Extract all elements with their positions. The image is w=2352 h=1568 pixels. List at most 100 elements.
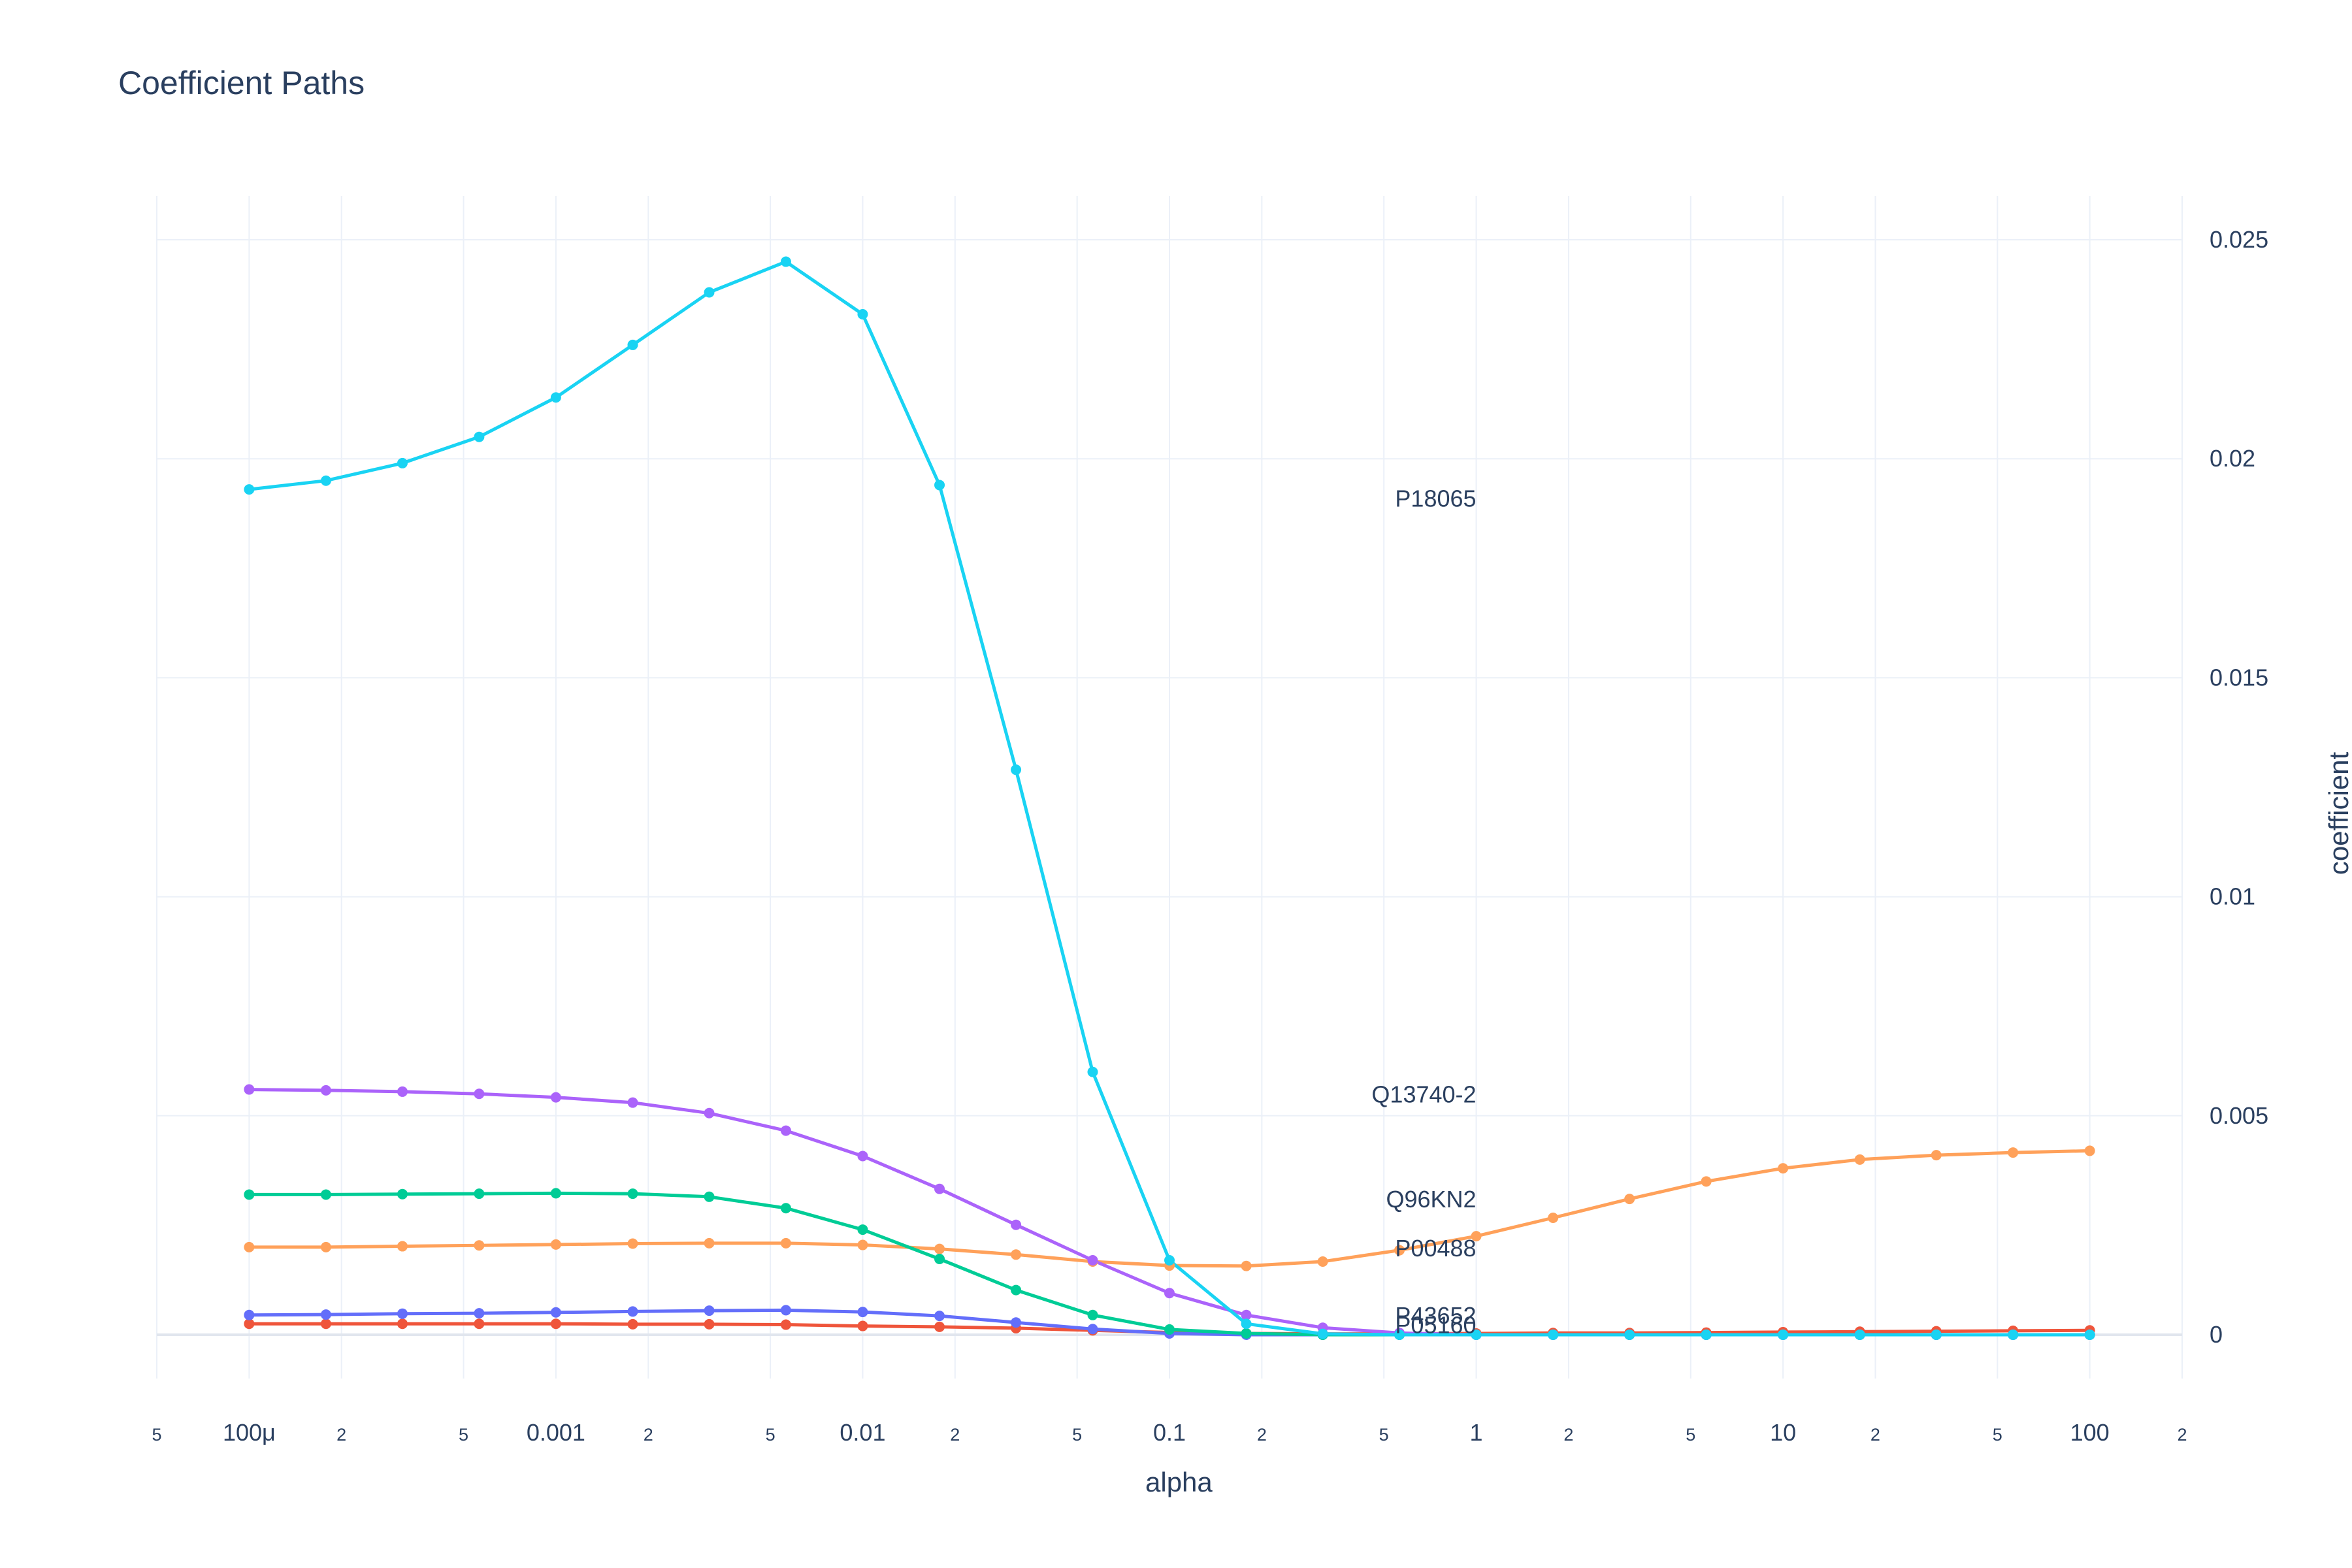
x-tick-label: 2 (1257, 1425, 1267, 1445)
annotation-label: P05160 (1395, 1312, 1476, 1339)
data-point-P43652 (320, 1309, 331, 1320)
data-point-P18065 (244, 484, 255, 495)
data-point-P00488 (1854, 1154, 1865, 1165)
x-tick-label: 2 (950, 1425, 960, 1445)
data-point-P00488 (1701, 1176, 1712, 1187)
y-axis-title: coefficient (2323, 751, 2352, 875)
data-point-P18065 (397, 457, 408, 468)
data-point-Q96KN2 (704, 1191, 715, 1202)
x-tick-label: 100 (2070, 1419, 2110, 1446)
data-point-Q13740-2 (934, 1183, 945, 1194)
x-tick-label: 2 (644, 1425, 653, 1445)
x-tick-label: 2 (336, 1425, 346, 1445)
data-point-Q13740-2 (244, 1084, 255, 1095)
data-point-P43652 (1087, 1324, 1098, 1335)
data-point-P18065 (1317, 1328, 1328, 1339)
data-point-P43652 (780, 1305, 791, 1316)
data-point-P43652 (397, 1308, 408, 1319)
data-point-Q96KN2 (244, 1189, 255, 1200)
annotation-label: P43652 (1395, 1302, 1476, 1329)
data-point-P18065 (1931, 1329, 1942, 1340)
data-point-P05160 (627, 1318, 638, 1330)
data-point-P00488 (1011, 1249, 1022, 1260)
data-point-P43652 (934, 1311, 945, 1322)
data-point-P18065 (474, 431, 485, 442)
annotation-label: P18065 (1395, 485, 1476, 512)
data-point-P18065 (1394, 1329, 1405, 1340)
data-point-Q96KN2 (474, 1188, 485, 1200)
x-tick-label: 0.01 (840, 1419, 885, 1446)
data-point-Q96KN2 (397, 1188, 408, 1200)
y-tick-label: 0 (2210, 1321, 2223, 1348)
data-point-P18065 (1471, 1329, 1482, 1340)
data-point-P05160 (397, 1318, 408, 1330)
data-point-P00488 (320, 1241, 331, 1252)
data-point-P05160 (320, 1318, 331, 1330)
data-point-P00488 (1931, 1150, 1942, 1161)
data-point-Q13740-2 (780, 1125, 791, 1136)
data-point-Q13740-2 (1011, 1219, 1022, 1230)
x-tick-label: 5 (1072, 1425, 1082, 1445)
data-point-P00488 (244, 1241, 255, 1252)
y-tick-label: 0.01 (2210, 883, 2255, 910)
x-tick-label: 0.1 (1153, 1419, 1186, 1446)
data-point-P00488 (2084, 1145, 2095, 1156)
x-tick-labels: 5 100μ 2 5 0.001 2 5 0.01 2 5 0.1 2 5 1 2 5 10 2 5 100 2 (152, 1419, 2187, 1446)
data-point-Q96KN2 (934, 1253, 945, 1264)
data-point-P18065 (320, 475, 331, 486)
data-point-P00488 (780, 1237, 791, 1249)
data-point-P00488 (1394, 1245, 1405, 1256)
data-point-P00488 (934, 1243, 945, 1254)
chart-title: Coefficient Paths (118, 65, 365, 101)
data-point-Q96KN2 (1087, 1309, 1098, 1320)
data-point-Q96KN2 (857, 1224, 868, 1235)
data-point-P00488 (1471, 1231, 1482, 1242)
y-tick-label: 0.015 (2210, 664, 2268, 691)
data-point-P18065 (857, 309, 868, 319)
x-tick-label: 5 (766, 1425, 776, 1445)
data-point-P18065 (1624, 1329, 1635, 1340)
data-point-P00488 (627, 1238, 638, 1249)
data-point-Q13740-2 (320, 1085, 331, 1096)
data-point-P18065 (1241, 1318, 1252, 1330)
data-point-Q13740-2 (704, 1107, 715, 1119)
data-point-Q96KN2 (320, 1189, 331, 1200)
data-point-P05160 (704, 1318, 715, 1330)
data-point-P18065 (1087, 1066, 1098, 1077)
data-point-P43652 (1011, 1317, 1022, 1328)
data-point-Q13740-2 (474, 1088, 485, 1100)
data-point-Q13740-2 (1087, 1255, 1098, 1266)
data-point-P43652 (244, 1309, 255, 1320)
data-point-P18065 (550, 392, 561, 403)
data-point-P00488 (1317, 1256, 1328, 1267)
annotation-label: Q96KN2 (1386, 1186, 1476, 1213)
series-markers (244, 256, 2095, 1340)
gridlines (156, 196, 2183, 1379)
data-point-P00488 (1624, 1194, 1635, 1205)
x-tick-label: 2 (2177, 1425, 2187, 1445)
data-point-P05160 (244, 1318, 255, 1330)
data-point-P43652 (857, 1307, 868, 1318)
data-point-P00488 (550, 1239, 561, 1250)
data-point-P18065 (2008, 1329, 2019, 1340)
data-point-P43652 (627, 1306, 638, 1317)
data-point-Q96KN2 (780, 1203, 791, 1214)
x-axis-title: alpha (1145, 1467, 1213, 1497)
data-point-P00488 (857, 1239, 868, 1250)
x-tick-label: 5 (459, 1425, 468, 1445)
x-tick-label: 0.001 (527, 1419, 585, 1446)
data-point-P18065 (934, 480, 945, 491)
x-tick-label: 5 (1686, 1425, 1695, 1445)
data-point-P05160 (934, 1321, 945, 1332)
data-point-Q96KN2 (627, 1188, 638, 1200)
data-point-Q96KN2 (1164, 1324, 1175, 1335)
data-point-P18065 (704, 287, 715, 298)
data-point-P18065 (627, 339, 638, 350)
data-point-Q13740-2 (1164, 1288, 1175, 1299)
data-point-P18065 (1778, 1329, 1789, 1340)
data-point-P18065 (1164, 1255, 1175, 1266)
x-tick-label: 2 (1870, 1425, 1880, 1445)
